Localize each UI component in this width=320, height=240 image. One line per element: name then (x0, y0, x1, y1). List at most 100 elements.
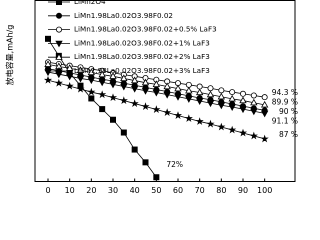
marker (152, 105, 161, 113)
marker (109, 81, 117, 89)
marker (238, 128, 248, 137)
marker (141, 102, 150, 110)
legend-label: LiMn1.98La0.02O3.98F0.02+0.5% LaF3 (74, 25, 217, 34)
marker (87, 87, 96, 96)
marker (152, 80, 161, 87)
marker (120, 129, 127, 136)
marker (174, 94, 182, 101)
marker (55, 53, 63, 60)
marker (65, 81, 74, 90)
marker (206, 100, 215, 108)
marker (44, 60, 52, 67)
marker (130, 99, 139, 108)
marker (239, 90, 246, 97)
marker (88, 95, 95, 102)
x-tick-label: 70 (195, 186, 205, 195)
marker (228, 94, 236, 102)
marker (195, 117, 204, 125)
marker (153, 174, 160, 181)
x-tick-label: 40 (130, 186, 140, 195)
marker (56, 12, 63, 19)
marker (206, 90, 215, 98)
legend-label: LiMn2O4 (74, 0, 106, 6)
marker (119, 96, 128, 105)
marker (120, 83, 128, 91)
marker (239, 106, 247, 114)
marker (185, 81, 192, 88)
marker (239, 96, 247, 104)
marker (217, 122, 226, 131)
marker (228, 104, 236, 111)
x-tick-label: 100 (257, 186, 272, 195)
marker (163, 92, 171, 99)
marker (260, 100, 269, 108)
marker (130, 76, 139, 84)
x-tick-label: 0 (45, 186, 50, 195)
marker (217, 102, 226, 110)
marker (163, 108, 172, 116)
marker (76, 66, 85, 73)
marker (163, 82, 171, 90)
annotation: 90 % (279, 107, 298, 116)
annotation: 94.3 % (272, 88, 298, 97)
marker (260, 110, 269, 118)
marker (109, 72, 117, 79)
annotation: 91.1 % (272, 117, 298, 126)
marker (195, 88, 204, 96)
marker (260, 134, 269, 143)
marker (87, 77, 96, 85)
chart: 放电容量,mAh/g 0 10 20 30 40 50 60 70 80 90 100 72% 90 %… (5, 0, 298, 195)
marker (108, 93, 118, 102)
x-tick-label: 50 (151, 186, 161, 195)
marker (250, 98, 258, 106)
marker (195, 98, 204, 106)
marker (76, 75, 85, 83)
legend-label: LiMn1.98La0.02O3.98F0.02+2% LaF3 (74, 52, 210, 61)
marker (142, 159, 149, 166)
marker (206, 119, 215, 128)
marker (250, 92, 257, 99)
marker (152, 89, 161, 97)
legend-label: LiMn1.98La0.02O3.98F0.02+3% LaF3 (74, 66, 210, 75)
marker (217, 92, 226, 100)
marker (141, 78, 150, 86)
marker (54, 78, 63, 87)
marker (99, 106, 106, 113)
marker (56, 26, 63, 33)
marker (184, 114, 193, 122)
marker (130, 86, 139, 93)
marker (229, 89, 236, 96)
marker (218, 87, 225, 94)
marker (207, 85, 214, 92)
marker (174, 84, 182, 92)
marker (185, 86, 193, 94)
plot-frame (34, 0, 296, 182)
x-tick-label: 30 (108, 186, 118, 195)
marker (98, 70, 106, 78)
marker (54, 66, 64, 75)
x-tick-label: 80 (216, 186, 226, 195)
marker (55, 40, 63, 48)
marker (65, 73, 74, 81)
marker (196, 83, 203, 90)
legend-label: LiMn1.98La0.02O3.98F0.02+1% LaF3 (74, 38, 210, 47)
marker (45, 35, 52, 42)
marker (228, 125, 237, 134)
marker (56, 0, 63, 5)
marker (173, 111, 183, 119)
marker (110, 116, 117, 123)
annotation: 87 % (279, 130, 298, 139)
x-tick-label: 60 (173, 186, 183, 195)
marker (249, 131, 258, 140)
annotation: 72% (166, 160, 183, 169)
marker (261, 94, 268, 101)
x-tick-label: 10 (65, 186, 75, 195)
y-axis-label: 放电容量,mAh/g (5, 25, 15, 86)
page: {"chart_data": {"type": "line", "y_label… (4, 0, 298, 195)
marker (131, 146, 138, 153)
annotation: 89.9 % (272, 98, 298, 107)
legend-label: LiMn1.98La0.02O3.98F0.02 (74, 11, 173, 20)
marker (65, 64, 74, 71)
x-tick-label: 90 (238, 186, 248, 195)
marker (185, 96, 193, 103)
